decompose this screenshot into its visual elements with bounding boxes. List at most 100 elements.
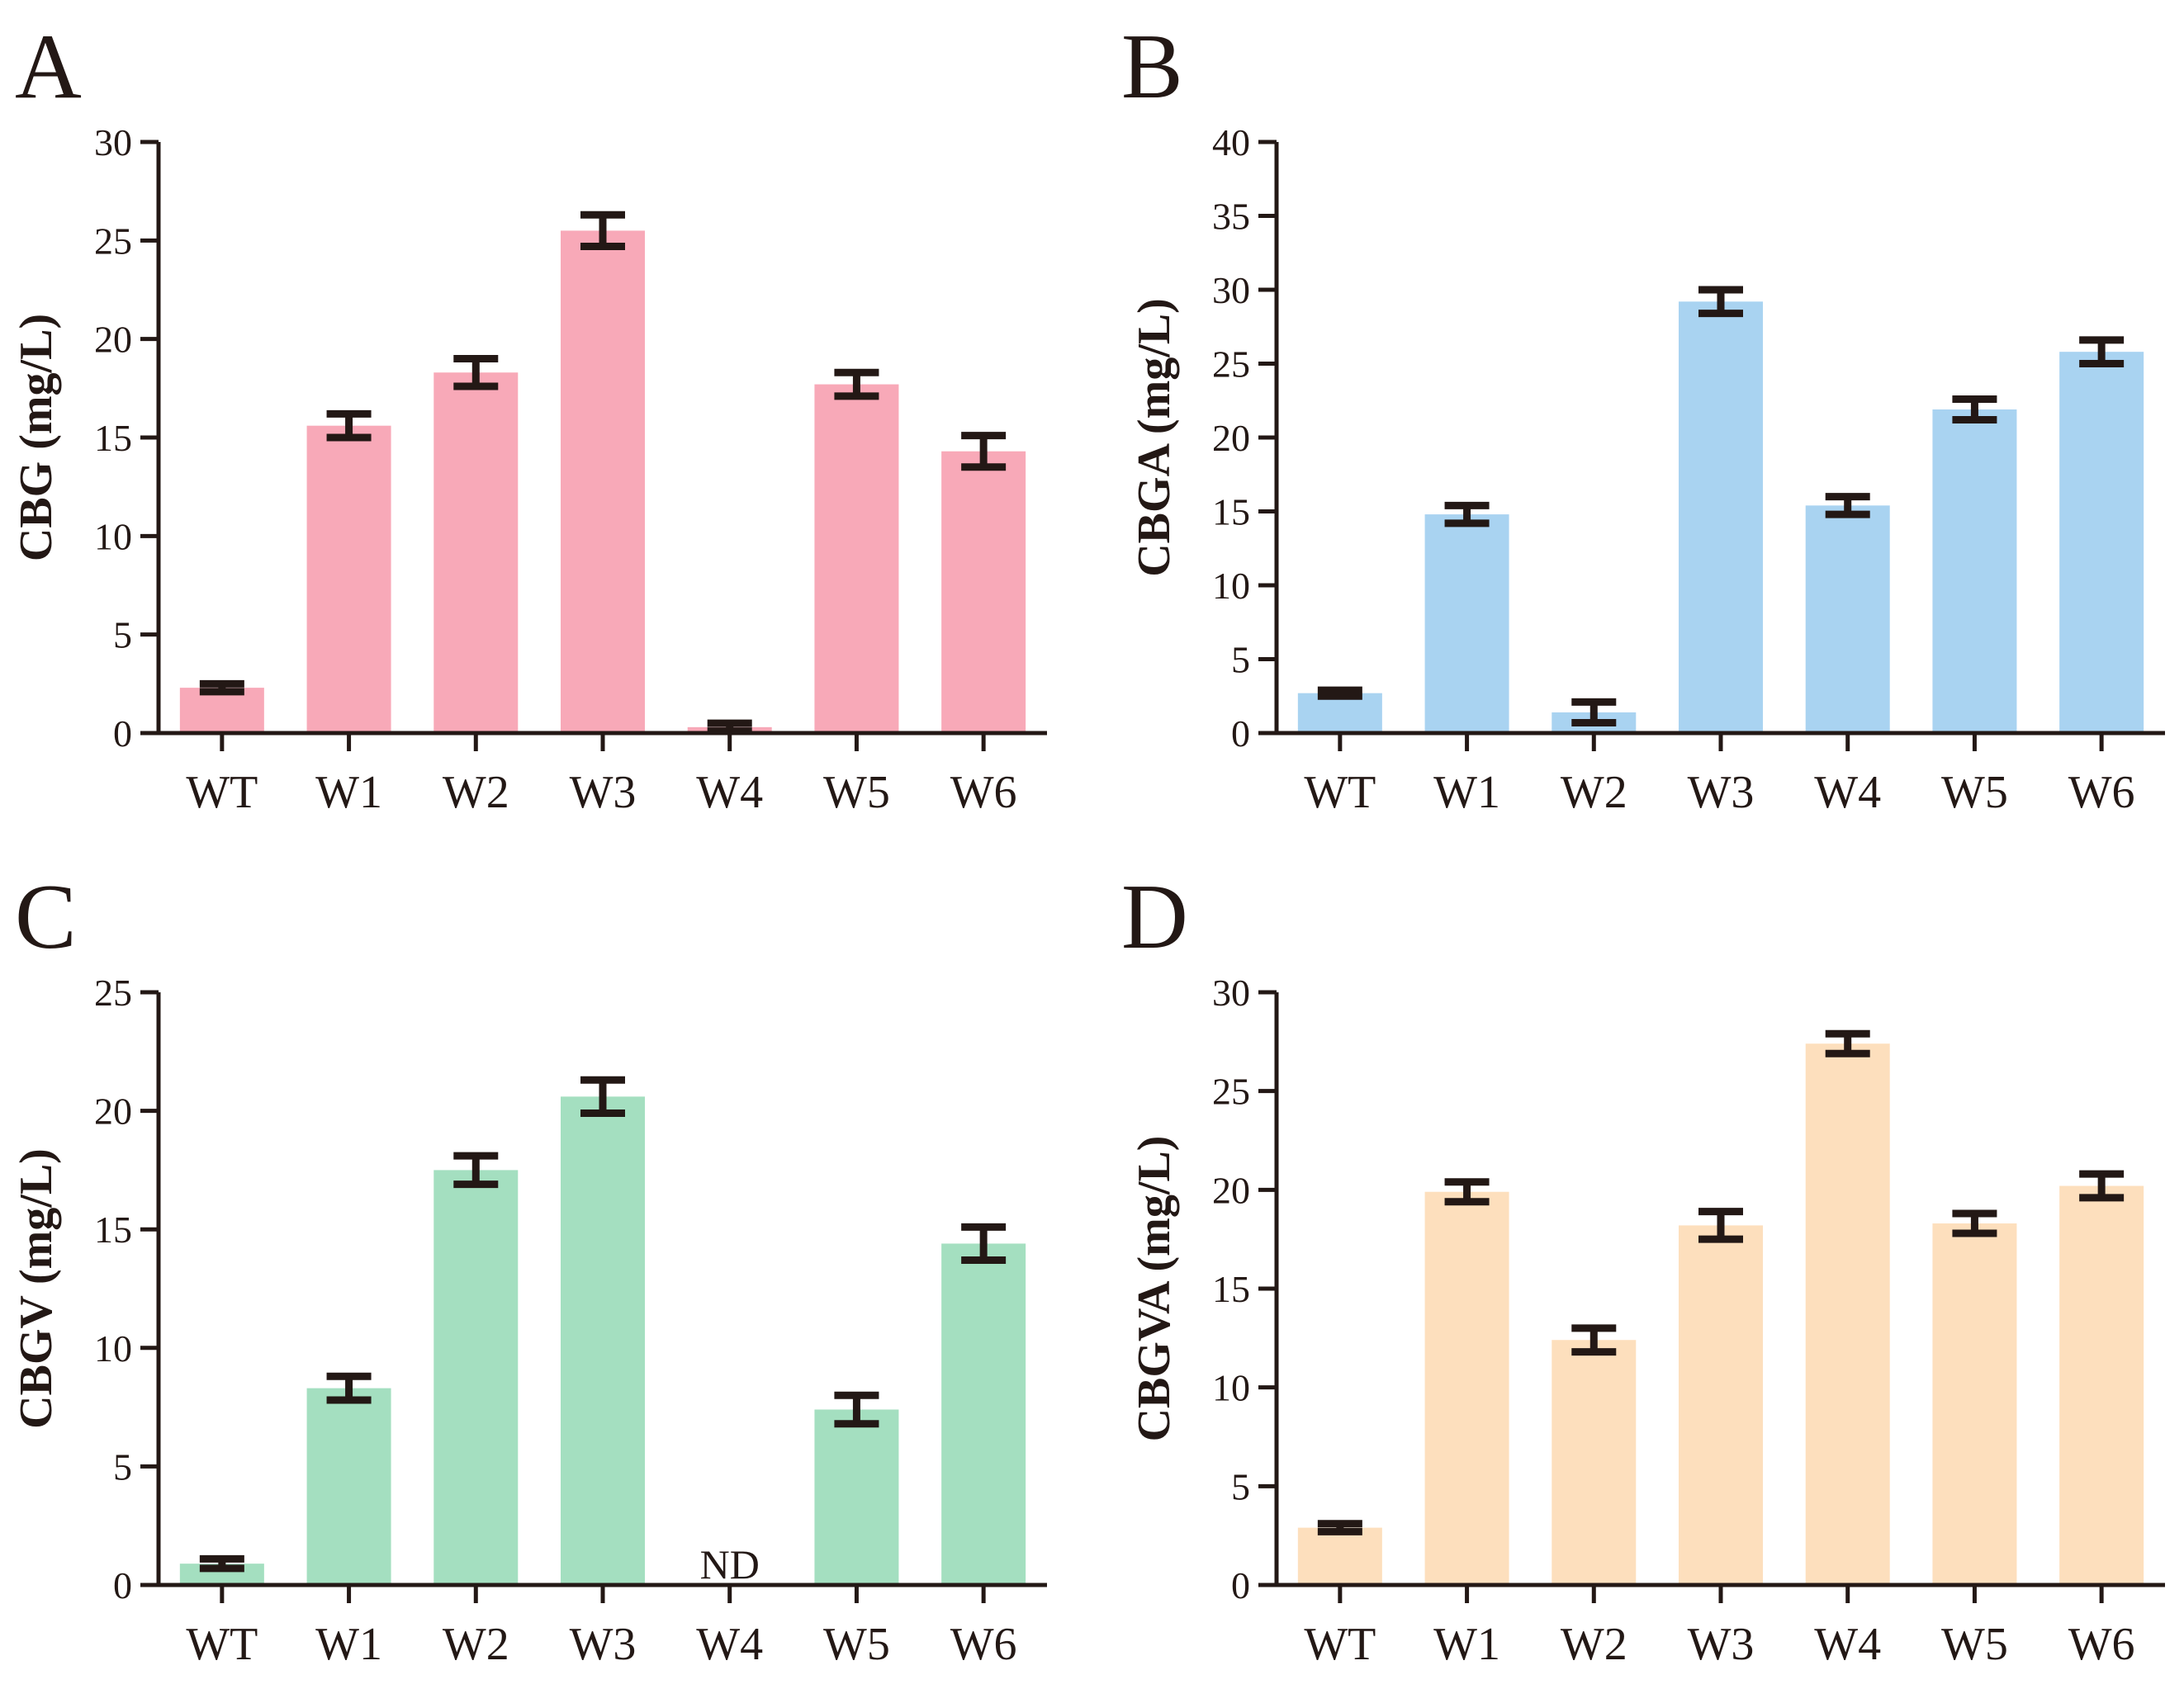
error-bar-c-w3 <box>580 1076 625 1117</box>
x-tick-label-d-w6: W6 <box>2068 1619 2135 1670</box>
y-tick-label-b-10: 10 <box>1212 565 1250 607</box>
y-tick-label-d-5: 5 <box>1231 1465 1250 1507</box>
error-bar-a-w1 <box>326 409 372 442</box>
x-tick-label-a-w3: W3 <box>570 767 637 818</box>
y-axis-title-d: CBGVA (mg/L) <box>1129 1136 1180 1442</box>
y-tick-label-c-5: 5 <box>113 1445 132 1488</box>
y-tick-label-d-20: 20 <box>1212 1169 1250 1211</box>
x-tick-label-a-w2: W2 <box>443 767 509 818</box>
error-bar-d-w4 <box>1825 1029 1870 1057</box>
x-tick-label-d-w5: W5 <box>1941 1619 2008 1670</box>
y-axis-title-a: CBG (mg/L) <box>11 314 62 561</box>
error-bar-d-w2 <box>1571 1324 1617 1356</box>
y-tick-label-a-30: 30 <box>94 121 132 163</box>
panel-letter-c: C <box>15 866 77 968</box>
error-bar-a-w6 <box>961 432 1007 471</box>
y-tick-label-c-15: 15 <box>94 1209 132 1251</box>
y-tick-label-b-40: 40 <box>1212 121 1250 163</box>
x-tick-label-a-wt: WT <box>186 767 258 818</box>
error-bar-d-w5 <box>1952 1209 1997 1237</box>
error-bar-a-wt <box>199 679 244 696</box>
bar-b-w1 <box>1424 514 1509 733</box>
y-tick-label-a-15: 15 <box>94 417 132 459</box>
error-bar-a-w5 <box>834 368 879 400</box>
x-tick-label-d-wt: WT <box>1304 1619 1376 1670</box>
bar-d-w1 <box>1424 1191 1509 1585</box>
x-tick-label-c-w1: W1 <box>315 1619 382 1670</box>
x-tick-label-b-w4: W4 <box>1814 767 1881 818</box>
bar-b-w4 <box>1805 505 1890 733</box>
x-tick-label-d-w2: W2 <box>1561 1619 1627 1670</box>
x-tick-label-a-w4: W4 <box>696 767 763 818</box>
panel-letter-a: A <box>15 16 82 118</box>
x-tick-label-b-wt: WT <box>1304 767 1376 818</box>
error-bar-d-w1 <box>1444 1178 1490 1206</box>
error-bar-b-w2 <box>1571 698 1617 726</box>
y-tick-label-b-25: 25 <box>1212 343 1250 386</box>
x-tick-label-b-w6: W6 <box>2068 767 2135 818</box>
x-tick-label-a-w5: W5 <box>823 767 890 818</box>
x-tick-label-c-w3: W3 <box>570 1619 637 1670</box>
x-tick-label-b-w2: W2 <box>1561 767 1627 818</box>
error-bar-a-w3 <box>580 211 625 250</box>
panel-a: A 0 5 10 15 20 25 30 WT W1 W2 W3 W4 W5 W6 CBG (mg/L) <box>11 16 1047 818</box>
bar-a-w6 <box>941 451 1026 733</box>
x-tick-label-b-w3: W3 <box>1688 767 1755 818</box>
x-tick-label-d-w1: W1 <box>1433 1619 1500 1670</box>
y-tick-label-b-5: 5 <box>1231 639 1250 681</box>
panel-b: B 0 5 10 15 20 25 30 35 40 WT W1 W2 W3 W4 W5 W6 CBGA (mg/… <box>1121 16 2165 818</box>
bar-d-wt <box>1297 1527 1382 1585</box>
x-tick-label-a-w6: W6 <box>950 767 1017 818</box>
bar-b-w5 <box>1932 409 2017 733</box>
y-tick-label-b-35: 35 <box>1212 196 1250 238</box>
y-tick-label-c-25: 25 <box>94 972 132 1014</box>
bar-c-w3 <box>561 1096 645 1585</box>
y-tick-label-d-25: 25 <box>1212 1071 1250 1113</box>
y-tick-label-a-10: 10 <box>94 515 132 557</box>
y-tick-label-d-0: 0 <box>1231 1564 1250 1606</box>
x-tick-label-c-wt: WT <box>186 1619 258 1670</box>
error-bar-b-w5 <box>1952 395 1997 424</box>
panel-letter-d: D <box>1121 866 1188 968</box>
y-tick-label-d-15: 15 <box>1212 1268 1250 1310</box>
error-bar-b-w3 <box>1698 286 1743 318</box>
y-axis-title-c: CBGV (mg/L) <box>11 1148 62 1429</box>
x-tick-label-c-w5: W5 <box>823 1619 890 1670</box>
y-tick-label-c-10: 10 <box>94 1327 132 1370</box>
error-bar-b-w1 <box>1444 501 1490 528</box>
bar-d-w2 <box>1552 1340 1637 1585</box>
bar-d-w5 <box>1932 1223 2017 1585</box>
error-bar-c-w1 <box>326 1372 372 1404</box>
bar-a-w5 <box>814 384 899 733</box>
bar-c-w5 <box>814 1409 899 1585</box>
bar-b-w6 <box>2059 352 2144 733</box>
bar-a-w1 <box>306 425 391 733</box>
y-tick-label-b-15: 15 <box>1212 491 1250 533</box>
y-tick-label-b-0: 0 <box>1231 712 1250 755</box>
bar-d-w4 <box>1805 1043 1890 1585</box>
error-bar-c-w2 <box>453 1152 499 1189</box>
y-tick-label-c-20: 20 <box>94 1091 132 1133</box>
error-bar-d-w6 <box>2079 1170 2125 1202</box>
bar-a-w2 <box>433 372 519 733</box>
error-bar-c-w5 <box>834 1391 879 1428</box>
x-tick-label-b-w5: W5 <box>1941 767 2008 818</box>
bar-c-w1 <box>306 1388 391 1585</box>
y-axis-title-b: CBGA (mg/L) <box>1129 298 1180 577</box>
y-tick-label-a-5: 5 <box>113 614 132 656</box>
y-tick-label-b-20: 20 <box>1212 417 1250 459</box>
y-tick-label-b-30: 30 <box>1212 269 1250 311</box>
bar-b-w3 <box>1679 301 1763 733</box>
y-tick-label-a-20: 20 <box>94 319 132 361</box>
bar-d-w3 <box>1679 1225 1763 1585</box>
x-tick-label-c-w2: W2 <box>443 1619 509 1670</box>
bar-a-w3 <box>561 230 645 733</box>
error-bar-b-w4 <box>1825 493 1870 518</box>
bar-c-w2 <box>433 1170 519 1585</box>
y-tick-label-a-0: 0 <box>113 712 132 755</box>
x-tick-label-a-w1: W1 <box>315 767 382 818</box>
x-tick-label-c-w4: W4 <box>696 1619 763 1670</box>
x-tick-label-d-w3: W3 <box>1688 1619 1755 1670</box>
panel-letter-b: B <box>1121 16 1183 118</box>
